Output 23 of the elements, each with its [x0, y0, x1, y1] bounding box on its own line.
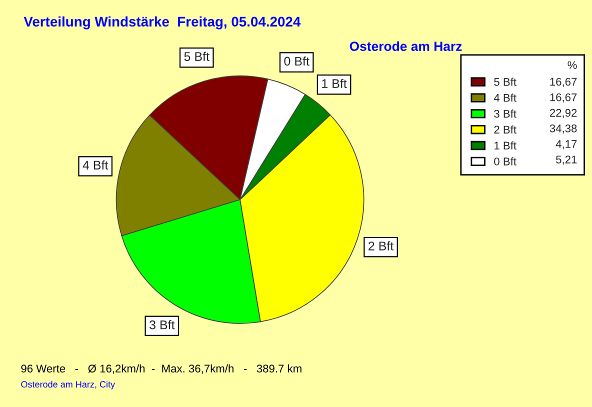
chart-subtitle: Osterode am Harz [350, 41, 462, 52]
data-label: 16,67 [550, 78, 577, 87]
slice-label: 2 Bft [368, 241, 394, 250]
slice-label: 3 Bft [150, 320, 175, 330]
slice-label: 5 Bft [184, 52, 210, 61]
legend-label: 5 Bft [494, 78, 516, 86]
legend-title: % [568, 61, 577, 69]
data-label: 4,17 [556, 140, 577, 150]
text: 96 Werte - Ø 16,2km/h - Max. 36,7km/h - 389.7 km [21, 364, 302, 374]
data-label: 22,92 [550, 108, 577, 118]
data-label: 34,38 [550, 124, 577, 134]
text: Osterode am Harz, City [21, 380, 116, 390]
data-label: 5,21 [556, 156, 577, 165]
chart-title: Verteilung Windstärke Freitag, 05.04.2024 [24, 16, 301, 30]
data-label: 16,67 [550, 93, 577, 103]
slice-label: 4 Bft [82, 160, 108, 170]
slice-label: 1 Bft [322, 78, 347, 88]
legend-label: 4 Bft [494, 94, 516, 102]
legend-label: 2 Bft [494, 125, 516, 134]
legend-label: 1 Bft [494, 141, 516, 150]
legend-label: 0 Bft [494, 157, 516, 166]
legend-label: 3 Bft [494, 110, 516, 118]
slice-label: 0 Bft [284, 56, 310, 66]
